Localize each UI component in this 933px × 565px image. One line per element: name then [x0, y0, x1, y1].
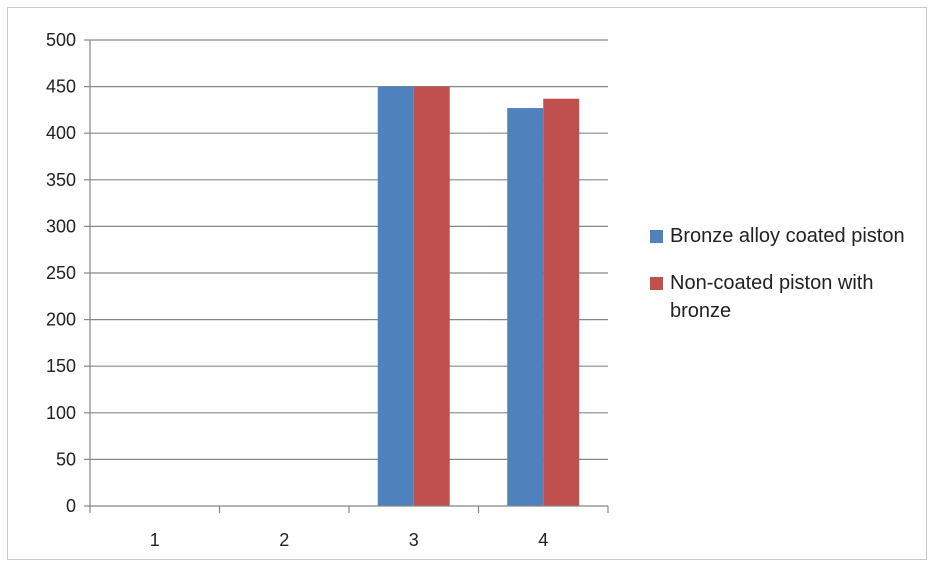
- y-tick-label: 450: [46, 77, 76, 97]
- y-tick-label: 100: [46, 403, 76, 423]
- x-tick-label: 2: [279, 530, 289, 550]
- y-tick-label: 200: [46, 310, 76, 330]
- x-tick-label: 1: [150, 530, 160, 550]
- legend: Bronze alloy coated piston Non-coated pi…: [650, 222, 930, 344]
- bars: [377, 86, 580, 506]
- bar-series-2-cat-3: [413, 86, 450, 506]
- bar-series-2-cat-4: [543, 98, 580, 506]
- legend-swatch-series-2: [650, 277, 663, 290]
- x-tick-label: 3: [409, 530, 419, 550]
- y-tick-label: 400: [46, 123, 76, 143]
- legend-label-series-2: Non-coated piston with bronze: [670, 272, 874, 322]
- y-tick-label: 0: [66, 496, 76, 516]
- legend-swatch-series-1: [650, 230, 663, 243]
- chart-frame: [7, 7, 927, 560]
- y-tick-label: 500: [46, 30, 76, 50]
- y-tick-label: 150: [46, 356, 76, 376]
- bar-series-1-cat-3: [377, 86, 414, 506]
- y-tick-label: 250: [46, 263, 76, 283]
- legend-item-series-1: Bronze alloy coated piston: [650, 222, 930, 250]
- y-tick-label: 350: [46, 170, 76, 190]
- legend-item-series-2: Non-coated piston with bronze: [650, 269, 930, 325]
- y-tick-label: 300: [46, 216, 76, 236]
- tick-labels: 0 50 100 150 200 250 300 350 400 450 500 1 2 3 4: [46, 30, 548, 550]
- legend-label-series-1: Bronze alloy coated piston: [670, 225, 905, 247]
- x-tick-label: 4: [538, 530, 548, 550]
- axes: [84, 39, 609, 513]
- y-tick-label: 50: [56, 449, 76, 469]
- bar-series-1-cat-4: [507, 108, 544, 506]
